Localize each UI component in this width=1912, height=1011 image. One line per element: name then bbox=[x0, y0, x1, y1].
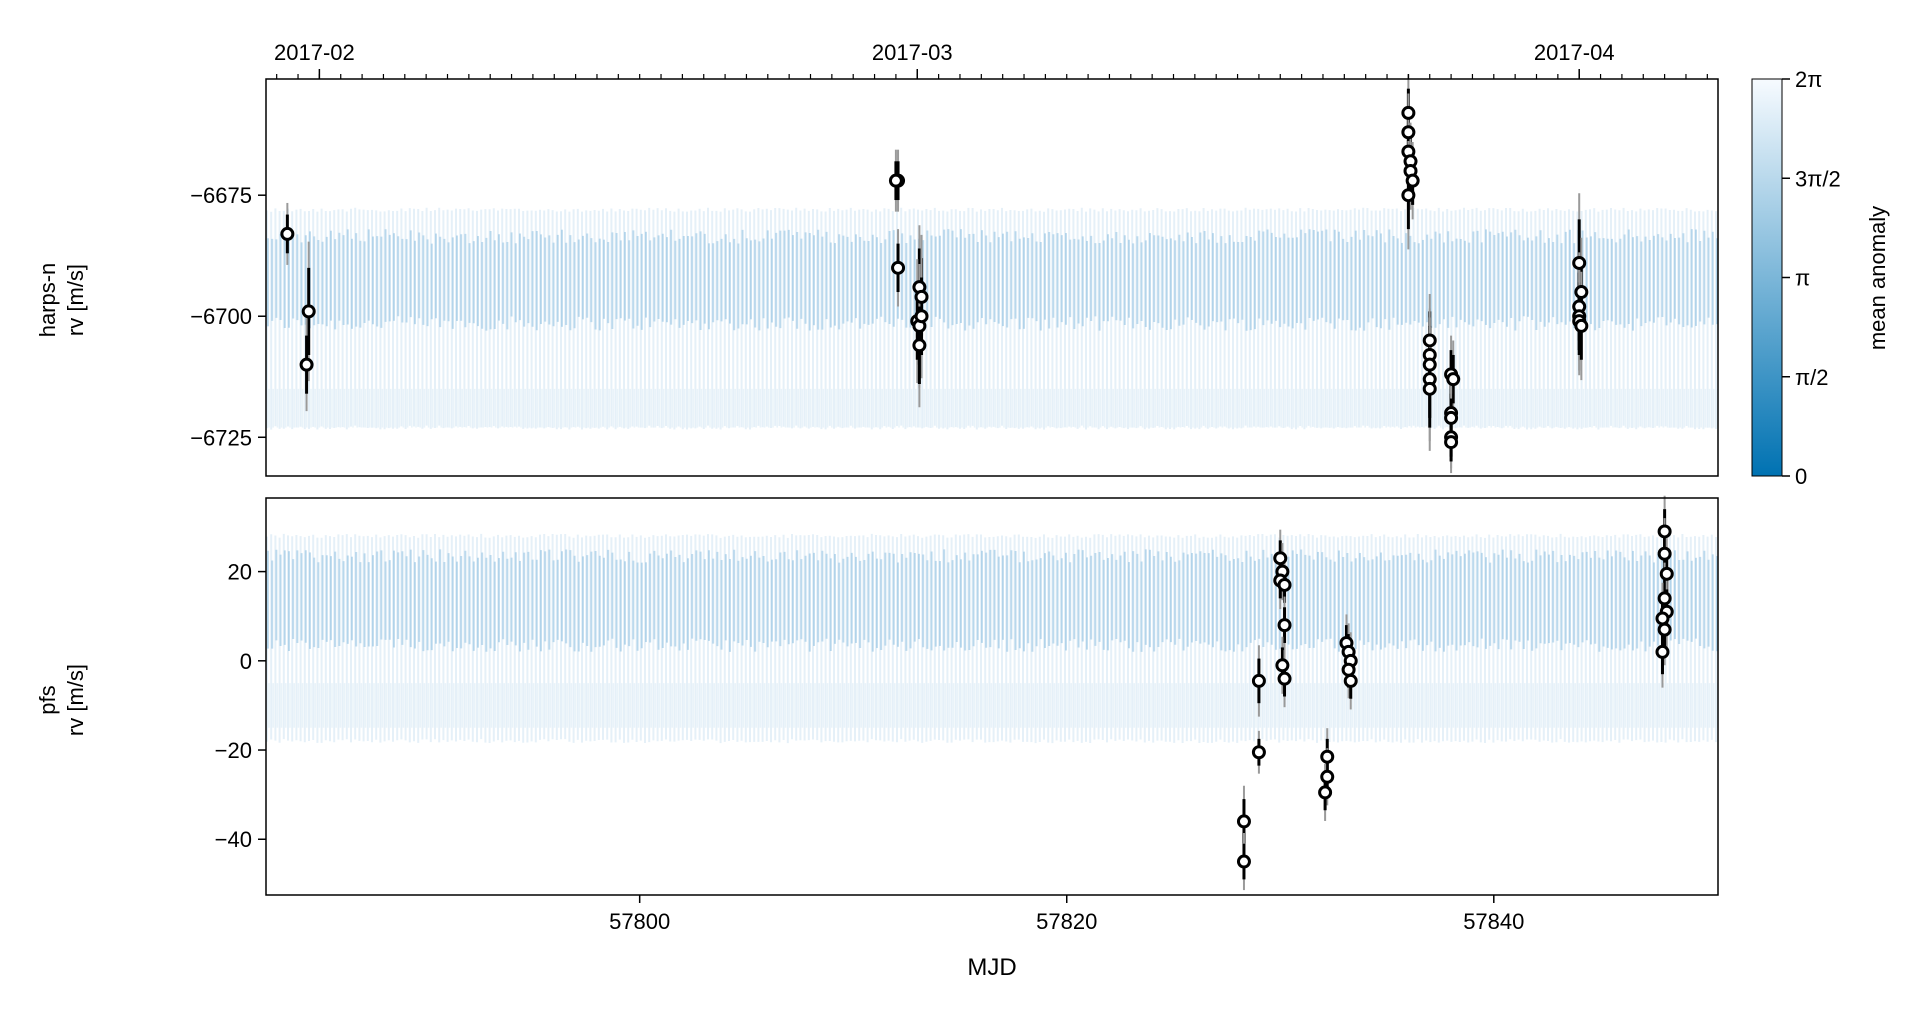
data-point bbox=[1422, 333, 1437, 348]
data-point bbox=[1574, 285, 1589, 300]
data-point bbox=[1277, 618, 1292, 633]
y-axis-label-bottom-line1: pfs bbox=[35, 685, 60, 714]
data-point bbox=[1401, 105, 1416, 120]
axes-frame-top bbox=[265, 78, 1719, 477]
data-point bbox=[1236, 854, 1251, 869]
data-point bbox=[1657, 591, 1672, 606]
data-point bbox=[1657, 524, 1672, 539]
top-date-label: 2017-03 bbox=[872, 40, 953, 65]
data-point bbox=[1657, 622, 1672, 637]
data-points-top bbox=[280, 74, 1589, 474]
colorbar-tick-label: 3π/2 bbox=[1795, 166, 1841, 191]
x-tick-label: 57820 bbox=[1036, 909, 1097, 934]
y-axis-top: −6675 −6700 −6725 bbox=[190, 183, 266, 450]
data-point bbox=[1277, 577, 1292, 592]
data-point bbox=[888, 173, 903, 188]
data-point bbox=[1444, 435, 1459, 450]
colorbar-tick-label: 2π bbox=[1795, 67, 1822, 92]
top-date-label: 2017-02 bbox=[274, 40, 355, 65]
data-point bbox=[1277, 671, 1292, 686]
data-point bbox=[1320, 749, 1335, 764]
panel-harps-n: −6675 −6700 −6725 2017-02 2017-03 2017-04 ha… bbox=[35, 40, 1719, 477]
model-band-bottom bbox=[266, 533, 1718, 744]
data-point bbox=[1446, 372, 1461, 387]
data-point bbox=[1343, 673, 1358, 688]
colorbar-tick-label: 0 bbox=[1795, 464, 1807, 489]
data-point bbox=[1574, 318, 1589, 333]
y-tick-label: 0 bbox=[240, 649, 252, 674]
data-point bbox=[914, 289, 929, 304]
data-point bbox=[891, 260, 906, 275]
data-point bbox=[1401, 125, 1416, 140]
data-point bbox=[1401, 188, 1416, 203]
colorbar: 2π 3π/2 π π/2 0 mean anomaly bbox=[1751, 67, 1890, 489]
top-date-label: 2017-04 bbox=[1534, 40, 1615, 65]
data-point bbox=[280, 226, 295, 241]
y-axis-bottom: 20 0 −20 −40 bbox=[215, 560, 266, 852]
data-point bbox=[301, 304, 316, 319]
data-point bbox=[1273, 551, 1288, 566]
y-tick-label: −6675 bbox=[190, 183, 252, 208]
x-axis-bottom: 57800 57820 57840 bbox=[609, 895, 1524, 934]
x-axis-label: MJD bbox=[967, 954, 1016, 981]
data-point bbox=[1422, 381, 1437, 396]
y-axis-label-bottom-line2: rv [m/s] bbox=[63, 664, 88, 736]
data-point bbox=[1236, 814, 1251, 829]
data-point bbox=[299, 357, 314, 372]
model-band-top bbox=[266, 207, 1718, 430]
y-tick-label: 20 bbox=[228, 560, 252, 585]
data-point bbox=[1318, 785, 1333, 800]
data-point bbox=[1422, 357, 1437, 372]
data-point bbox=[1659, 566, 1674, 581]
data-point bbox=[1655, 644, 1670, 659]
top-date-axis: 2017-02 2017-03 2017-04 bbox=[274, 40, 1708, 79]
x-tick-label: 57840 bbox=[1463, 909, 1524, 934]
data-point bbox=[1572, 255, 1587, 270]
colorbar-label: mean anomaly bbox=[1865, 206, 1890, 350]
data-point bbox=[912, 338, 927, 353]
colorbar-ticks: 2π 3π/2 π π/2 0 bbox=[1782, 67, 1841, 489]
data-point bbox=[1251, 673, 1266, 688]
data-point bbox=[1405, 173, 1420, 188]
y-tick-label: −20 bbox=[215, 738, 252, 763]
colorbar-tick-label: π bbox=[1795, 266, 1810, 291]
data-point bbox=[1657, 546, 1672, 561]
y-tick-label: −6725 bbox=[190, 425, 252, 450]
data-point bbox=[1275, 658, 1290, 673]
data-point bbox=[914, 309, 929, 324]
y-tick-label: −6700 bbox=[190, 304, 252, 329]
colorbar-gradient bbox=[1751, 78, 1783, 477]
data-point bbox=[1251, 745, 1266, 760]
y-tick-label: −40 bbox=[215, 827, 252, 852]
data-point bbox=[1341, 662, 1356, 677]
data-point bbox=[1320, 769, 1335, 784]
axes-frame-bottom bbox=[265, 497, 1719, 896]
colorbar-tick-label: π/2 bbox=[1795, 365, 1829, 390]
x-tick-label: 57800 bbox=[609, 909, 670, 934]
data-point bbox=[1655, 611, 1670, 626]
panel-pfs: 20 0 −20 −40 57800 57820 57840 pfs rv [m/s] M… bbox=[35, 495, 1719, 981]
data-point bbox=[1444, 410, 1459, 425]
y-axis-label-top-line1: harps-n bbox=[35, 263, 60, 338]
data-points-bottom bbox=[1236, 495, 1674, 891]
y-axis-label-top-line2: rv [m/s] bbox=[63, 264, 88, 336]
